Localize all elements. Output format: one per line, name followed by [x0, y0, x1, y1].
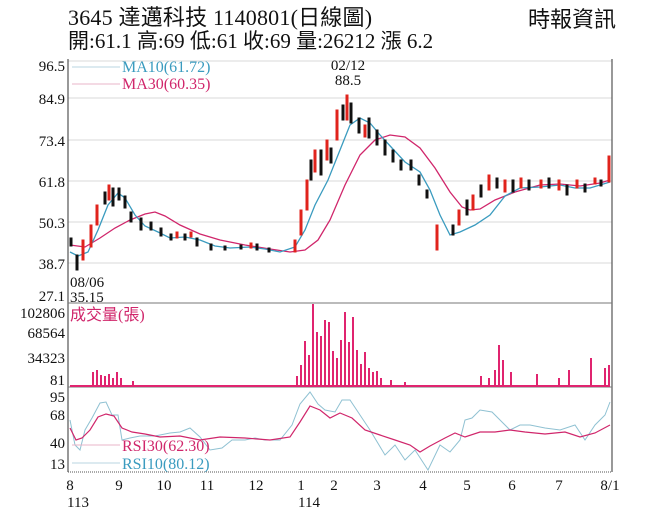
volume-tick: 34323 [28, 351, 66, 367]
x-tick: 11 [200, 478, 214, 494]
x-axis: 8 9 10 11 12 1 2 3 4 5 6 7 8/1 113 114 [66, 478, 619, 511]
high-date-label: 02/12 [331, 58, 365, 74]
low-date-label: 08/06 [70, 275, 105, 291]
x-tick: 4 [419, 478, 427, 494]
x-tick: 1 [297, 478, 305, 494]
x-tick: 2 [330, 478, 338, 494]
high-value-label: 88.5 [335, 73, 361, 89]
x-tick: 5 [463, 478, 471, 494]
year-label: 113 [67, 495, 89, 511]
price-tick: 50.3 [39, 216, 65, 232]
x-tick: 12 [249, 478, 264, 494]
legend-rsi10: RSI10(80.12) [122, 456, 210, 473]
ma10-line [69, 117, 611, 257]
price-tick: 96.5 [39, 59, 65, 75]
legend-ma10: MA10(61.72) [122, 59, 210, 76]
rsi-tick: 68 [50, 408, 65, 424]
price-panel: 96.5 84.9 73.4 61.8 50.3 38.7 27.1 MA10(… [39, 58, 613, 473]
x-tick: 9 [115, 478, 123, 494]
volume-label: 成交量(張) [70, 306, 145, 324]
chart-title: 3645 達邁科技 1140801(日線圖) [68, 5, 373, 30]
rsi-tick: 95 [50, 390, 65, 406]
price-tick: 27.1 [39, 289, 65, 305]
volume-bars [70, 304, 610, 387]
volume-tick: 102806 [20, 306, 66, 322]
legend-ma30: MA30(60.35) [122, 76, 210, 93]
chart-header: 3645 達邁科技 1140801(日線圖) 開:61.1 高:69 低:61 … [0, 0, 656, 58]
price-tick: 73.4 [39, 134, 66, 150]
rsi30-line [69, 405, 611, 453]
year-label: 114 [298, 495, 320, 511]
low-value-label: 35.15 [70, 290, 104, 306]
data-source: 時報資訊 [528, 7, 617, 32]
x-tick: 10 [157, 478, 172, 494]
rsi-tick: 13 [50, 457, 65, 473]
rsi-tick: 40 [50, 436, 65, 452]
x-tick: 3 [373, 478, 381, 494]
price-tick: 61.8 [39, 175, 65, 191]
ma30-line [69, 134, 611, 253]
price-tick: 38.7 [39, 257, 66, 273]
volume-tick: 68564 [28, 326, 66, 342]
price-tick: 84.9 [39, 92, 65, 108]
x-tick: 7 [555, 478, 563, 494]
volume-panel: 102806 68564 34323 81 成交量(張) [20, 304, 610, 389]
legend-rsi30: RSI30(62.30) [122, 438, 210, 455]
x-tick: 8/1 [600, 478, 619, 494]
x-tick: 6 [508, 478, 516, 494]
volume-tick: 81 [50, 373, 65, 389]
rsi-panel: 95 68 40 13 RSI30(62.30) RSI10(80.12) [50, 390, 611, 473]
ohlc-stats: 開:61.1 高:69 低:61 收:69 量:26212 漲 6.2 [68, 29, 434, 53]
candlesticks [69, 94, 611, 271]
x-tick: 8 [66, 478, 74, 494]
rsi10-line [69, 391, 611, 472]
